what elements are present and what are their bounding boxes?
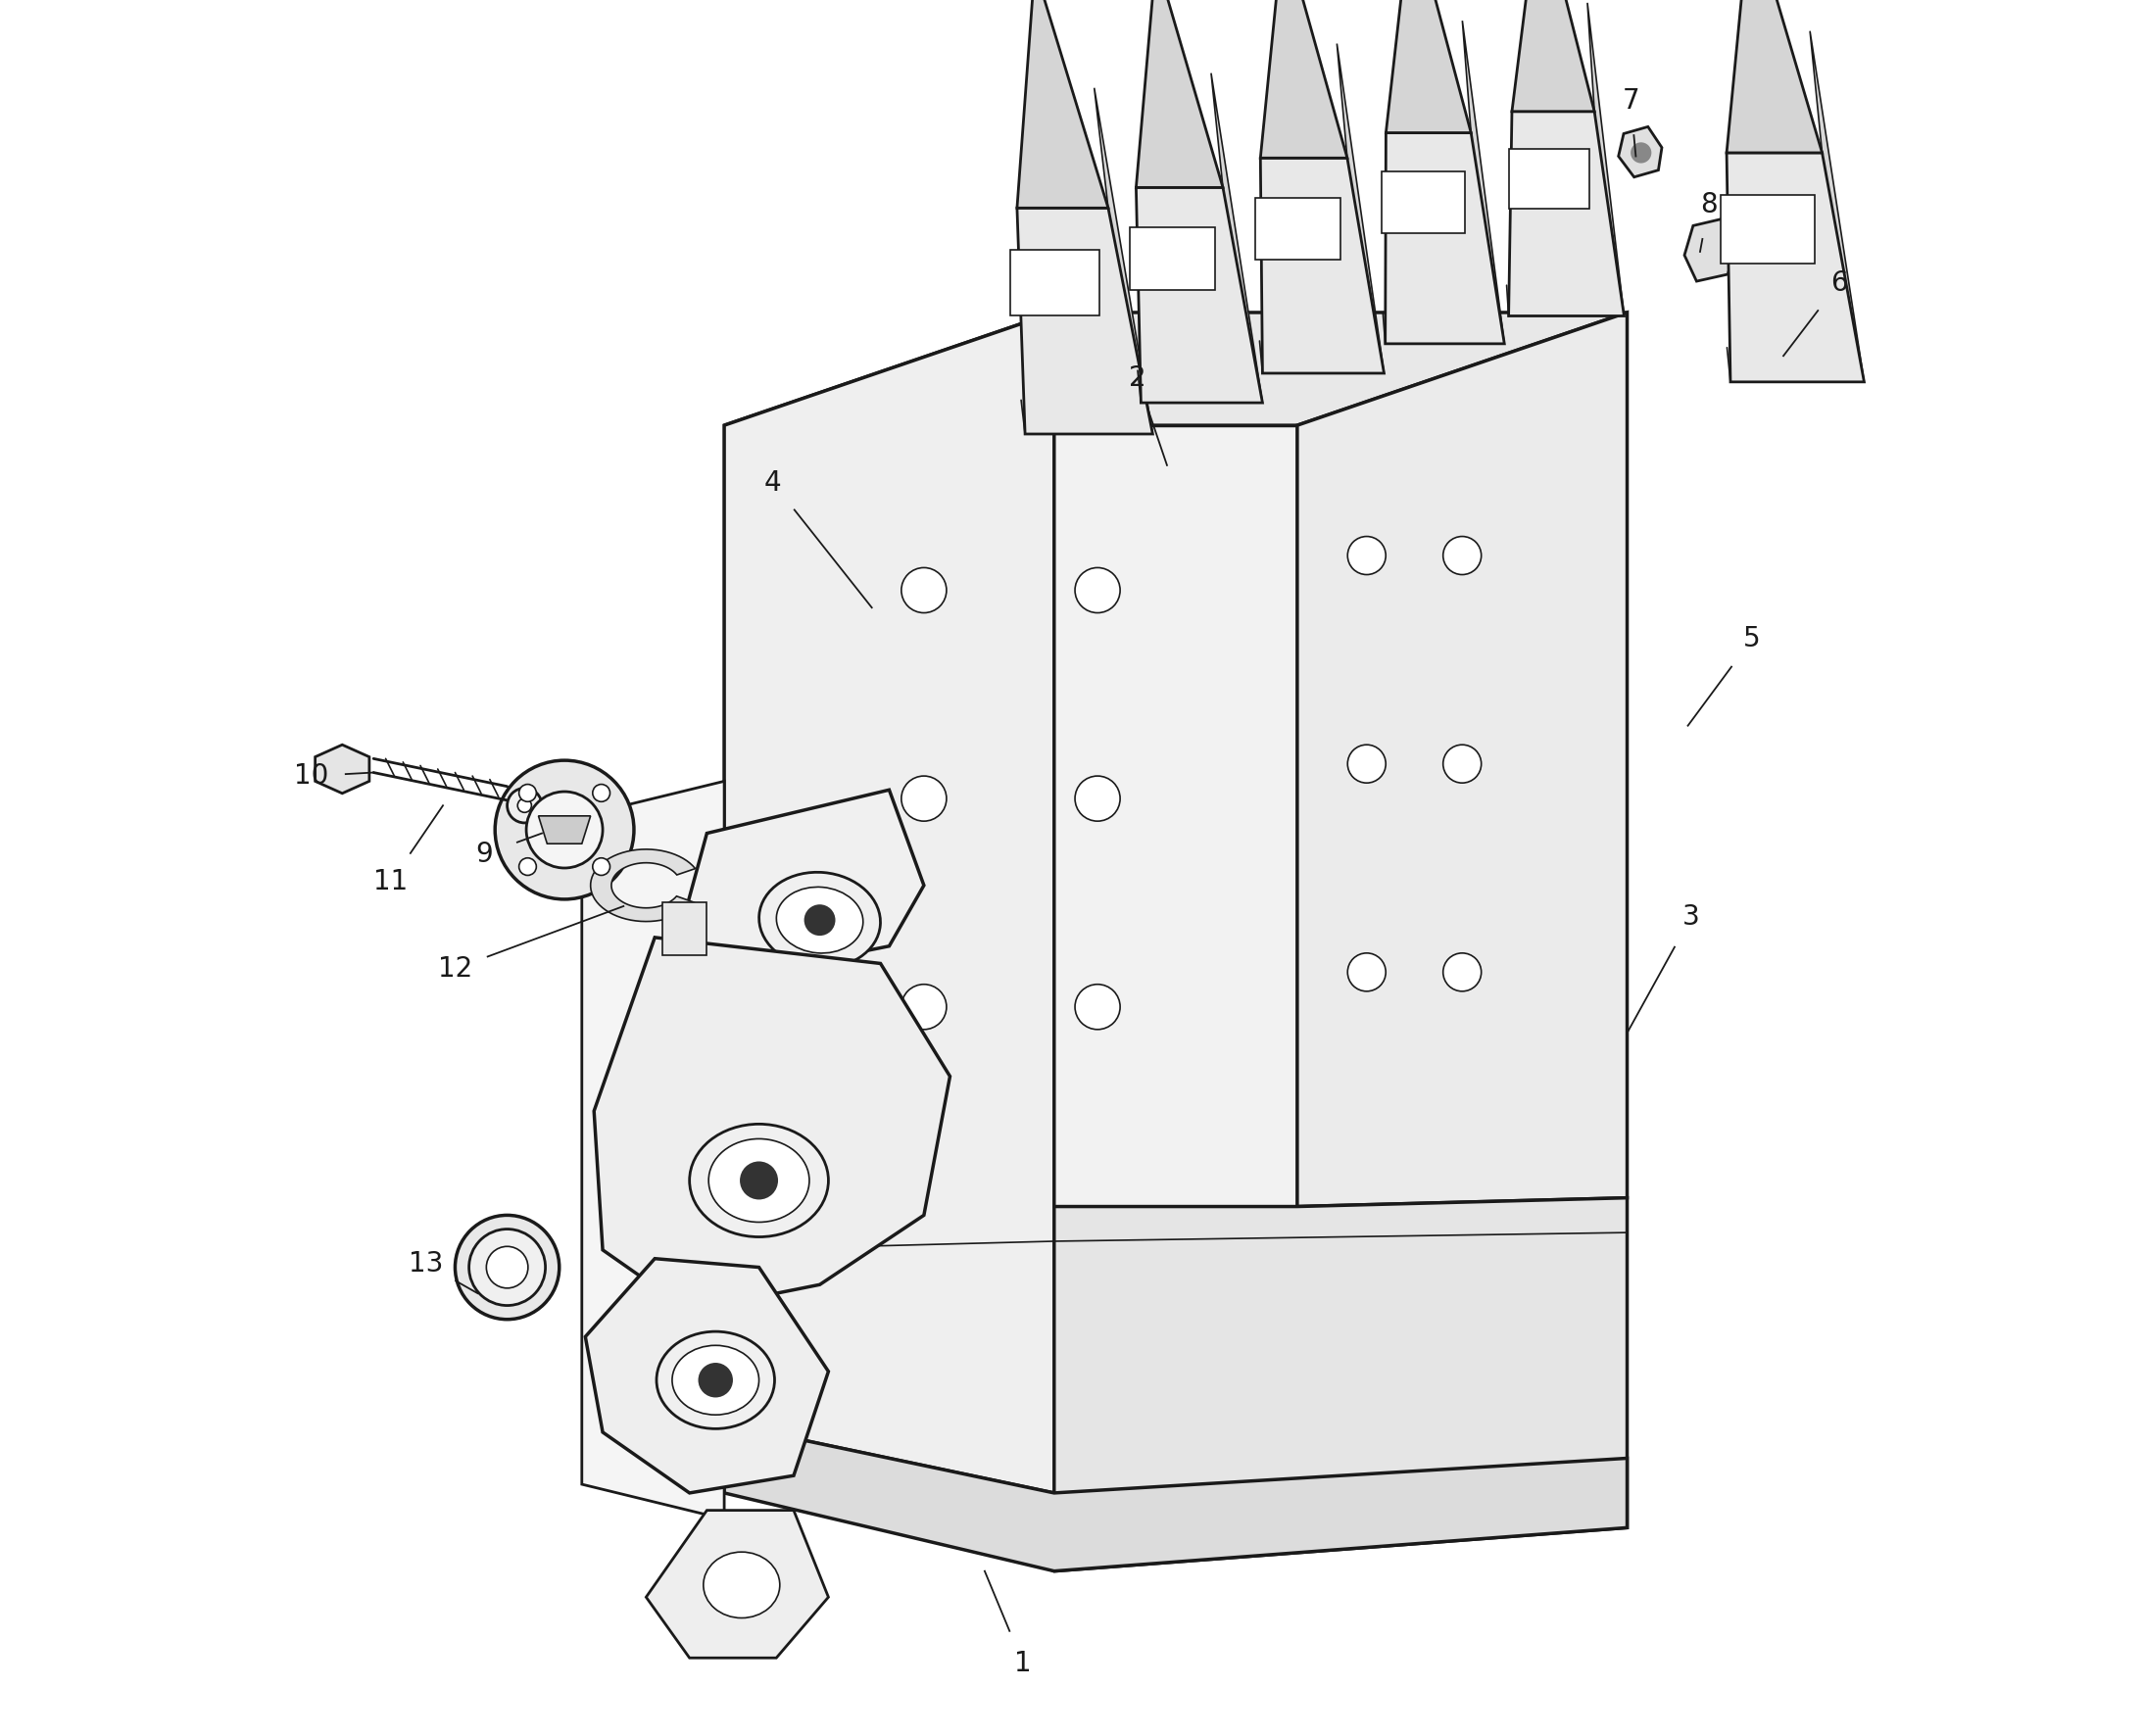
Polygon shape xyxy=(681,790,924,981)
Polygon shape xyxy=(1260,158,1384,373)
Ellipse shape xyxy=(703,1552,780,1618)
Circle shape xyxy=(519,858,536,875)
Circle shape xyxy=(594,785,611,802)
Polygon shape xyxy=(1727,0,1822,153)
Text: 13: 13 xyxy=(409,1250,444,1278)
Polygon shape xyxy=(724,312,1054,1493)
Ellipse shape xyxy=(739,1161,778,1200)
Polygon shape xyxy=(1129,227,1215,290)
Circle shape xyxy=(1631,142,1652,163)
Ellipse shape xyxy=(776,887,864,953)
Polygon shape xyxy=(1297,312,1627,1207)
Polygon shape xyxy=(585,1259,829,1493)
Polygon shape xyxy=(662,903,707,955)
Polygon shape xyxy=(1095,89,1153,434)
Text: 3: 3 xyxy=(1682,903,1699,930)
Polygon shape xyxy=(724,425,1297,1207)
Circle shape xyxy=(1348,745,1387,783)
Polygon shape xyxy=(724,1198,1627,1571)
Circle shape xyxy=(1076,568,1121,613)
Circle shape xyxy=(469,1229,544,1305)
Circle shape xyxy=(1442,953,1481,991)
Ellipse shape xyxy=(709,1139,810,1222)
Ellipse shape xyxy=(690,1125,829,1238)
Polygon shape xyxy=(645,1510,829,1658)
Circle shape xyxy=(1348,536,1387,575)
Polygon shape xyxy=(1684,219,1736,281)
Text: 10: 10 xyxy=(294,762,328,790)
Polygon shape xyxy=(538,816,591,844)
Ellipse shape xyxy=(804,904,836,936)
Text: 5: 5 xyxy=(1744,625,1762,653)
Polygon shape xyxy=(594,937,949,1311)
Ellipse shape xyxy=(759,871,881,969)
Polygon shape xyxy=(1811,31,1864,382)
Polygon shape xyxy=(1260,0,1348,158)
Polygon shape xyxy=(1513,0,1594,111)
Text: 11: 11 xyxy=(373,868,407,896)
Polygon shape xyxy=(1009,250,1099,316)
Text: 8: 8 xyxy=(1699,191,1717,219)
Polygon shape xyxy=(1618,127,1661,177)
Polygon shape xyxy=(1588,3,1624,316)
Polygon shape xyxy=(1018,208,1153,434)
Polygon shape xyxy=(1136,0,1224,187)
Polygon shape xyxy=(1256,198,1342,260)
Text: 2: 2 xyxy=(1129,365,1147,392)
Circle shape xyxy=(902,776,947,821)
Circle shape xyxy=(495,760,634,899)
Circle shape xyxy=(1076,776,1121,821)
Circle shape xyxy=(519,799,531,812)
Circle shape xyxy=(1076,984,1121,1029)
Polygon shape xyxy=(1382,172,1466,233)
Circle shape xyxy=(1442,745,1481,783)
Polygon shape xyxy=(724,312,1627,425)
Circle shape xyxy=(1348,953,1387,991)
Circle shape xyxy=(1442,536,1481,575)
Polygon shape xyxy=(1462,21,1504,344)
Text: 4: 4 xyxy=(765,469,782,496)
Polygon shape xyxy=(724,1424,1627,1571)
Ellipse shape xyxy=(673,1345,759,1415)
Text: 12: 12 xyxy=(437,955,471,983)
Polygon shape xyxy=(315,745,369,793)
Circle shape xyxy=(902,984,947,1029)
Text: 1: 1 xyxy=(1014,1649,1031,1677)
Circle shape xyxy=(527,792,602,868)
Polygon shape xyxy=(1387,0,1470,132)
Polygon shape xyxy=(1211,73,1262,403)
Text: 7: 7 xyxy=(1622,87,1639,115)
Polygon shape xyxy=(1337,43,1384,373)
Polygon shape xyxy=(1136,187,1262,403)
Polygon shape xyxy=(1509,149,1590,208)
Polygon shape xyxy=(591,849,694,922)
Polygon shape xyxy=(583,781,724,1519)
Text: 6: 6 xyxy=(1830,269,1847,297)
Circle shape xyxy=(486,1246,527,1288)
Polygon shape xyxy=(1721,194,1815,264)
Text: 9: 9 xyxy=(476,840,493,868)
Polygon shape xyxy=(1384,132,1504,344)
Polygon shape xyxy=(1018,0,1108,208)
Polygon shape xyxy=(1509,111,1624,316)
Circle shape xyxy=(508,788,542,823)
Circle shape xyxy=(902,568,947,613)
Ellipse shape xyxy=(699,1363,733,1397)
Circle shape xyxy=(594,858,611,875)
Circle shape xyxy=(454,1215,559,1319)
Ellipse shape xyxy=(656,1332,774,1429)
Polygon shape xyxy=(1727,153,1864,382)
Circle shape xyxy=(519,785,536,802)
